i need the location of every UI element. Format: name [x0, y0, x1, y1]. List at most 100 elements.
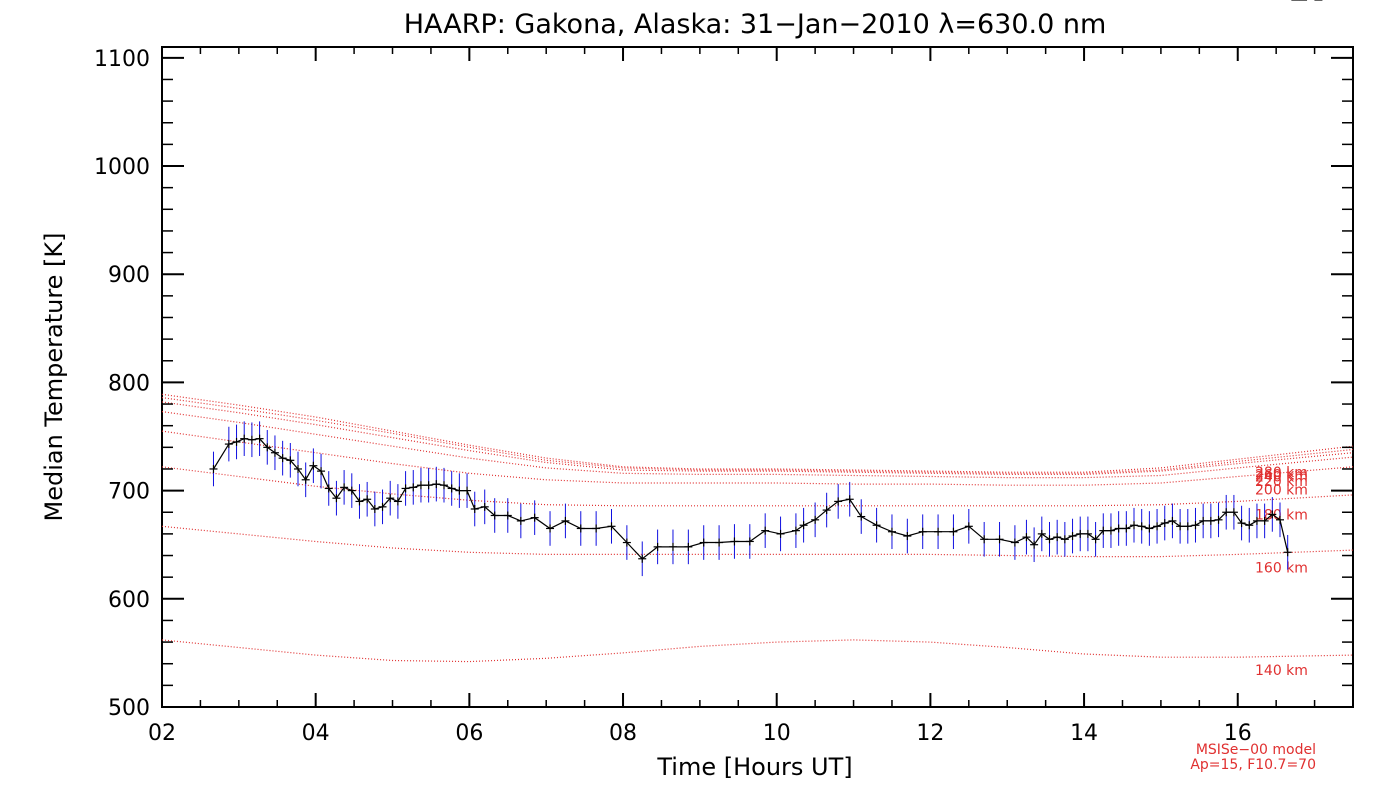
model-label-180-km: 180 km [1255, 507, 1308, 523]
y-tick-label: 900 [108, 263, 150, 288]
data-point [530, 513, 539, 522]
model-label-160-km: 160 km [1255, 560, 1308, 576]
data-point [1229, 508, 1238, 517]
data-point [561, 516, 570, 525]
data-point [1091, 535, 1100, 544]
y-axis-label: Median Temperature [K] [40, 232, 68, 521]
data-point [286, 456, 295, 465]
data-point [995, 535, 1004, 544]
x-axis: 02 04 06 08 10 12 14 16 [148, 47, 1354, 746]
data-point [1176, 522, 1185, 531]
data-point [638, 554, 647, 563]
y-tick-label: 700 [108, 480, 150, 505]
data-point [1214, 515, 1223, 524]
data-point [730, 537, 739, 546]
data-point [470, 505, 479, 513]
data-point [949, 527, 958, 536]
data-point [745, 537, 754, 546]
data-point [668, 542, 677, 551]
data-point [1199, 516, 1208, 525]
data-point [386, 494, 395, 503]
data-point [247, 435, 256, 444]
data-point [324, 484, 333, 493]
model-curve-140-km [161, 639, 1354, 663]
model-note-line-1: MSISe−00 model [1196, 742, 1316, 758]
data-point [761, 526, 770, 535]
data-point [317, 467, 326, 476]
chart-title: HAARP: Gakona, Alaska: 31−Jan−2010 λ=630… [404, 9, 1107, 40]
data-point [363, 495, 372, 504]
data-point [263, 443, 272, 452]
data-point [340, 483, 349, 492]
model-note-line-2: Ap=15, F10.7=70 [1190, 757, 1316, 773]
data-point [872, 521, 881, 530]
data-point [1206, 516, 1215, 525]
data-point [822, 506, 831, 515]
x-axis-label: Time [Hours UT] [656, 753, 852, 781]
data-point [401, 484, 410, 493]
data-point [1168, 516, 1177, 525]
data-point [378, 502, 387, 511]
model-label-220-km: 220 km [1255, 474, 1308, 490]
data-point [1153, 522, 1162, 531]
data-point [294, 464, 303, 473]
data-point [715, 538, 724, 547]
data-point [439, 481, 448, 490]
data-point [1030, 540, 1039, 549]
data-point [592, 524, 601, 533]
data-point [1076, 529, 1085, 538]
data-point [1068, 532, 1077, 541]
data-point [1130, 521, 1139, 530]
data-point [490, 511, 499, 520]
data-point [240, 434, 249, 443]
data-point [432, 480, 441, 489]
model-label-200-km: 200 km [1255, 483, 1308, 499]
data-point [1106, 526, 1115, 535]
data-point [546, 524, 555, 533]
data-point [1252, 516, 1261, 525]
data-point [455, 486, 464, 495]
y-tick-label: 1100 [94, 47, 150, 72]
data-point [516, 516, 525, 525]
data-point [1191, 521, 1200, 530]
data-point [845, 495, 854, 504]
data-point [1145, 524, 1154, 533]
model-label-260-km: 260 km [1255, 467, 1308, 483]
data-point [1137, 522, 1146, 531]
data-point [934, 527, 943, 536]
data-point [301, 475, 310, 484]
data-point [607, 522, 616, 531]
data-point [1268, 510, 1277, 519]
data-point [684, 542, 693, 551]
data-point [270, 448, 279, 457]
data-point [653, 542, 662, 551]
data-point [1010, 538, 1019, 547]
data-point [1099, 526, 1108, 535]
x-tick-label: 12 [916, 721, 944, 746]
data-point [1053, 533, 1062, 542]
data-point [416, 481, 425, 490]
data-point [1037, 529, 1046, 538]
data-point [887, 527, 896, 536]
x-tick-label: 08 [609, 721, 637, 746]
data-point [622, 538, 631, 547]
data-point [1276, 515, 1285, 524]
y-axis: 500 600 700 800 900 1000 1100 [94, 47, 1353, 721]
data-point [776, 529, 785, 538]
data-point [1245, 521, 1254, 530]
y-tick-label: 600 [108, 588, 150, 613]
model-curve-260-km [161, 397, 1354, 474]
data-point [1183, 522, 1192, 531]
data-point [447, 484, 456, 493]
model-curves [161, 393, 1354, 663]
x-tick-label: 02 [148, 721, 176, 746]
y-tick-label: 1000 [94, 155, 150, 180]
model-label-240-km: 240 km [1255, 470, 1308, 486]
x-tick-label: 14 [1070, 721, 1098, 746]
data-point [209, 464, 218, 473]
data-point [347, 486, 356, 495]
data-point [857, 512, 866, 521]
data-point [903, 532, 912, 541]
